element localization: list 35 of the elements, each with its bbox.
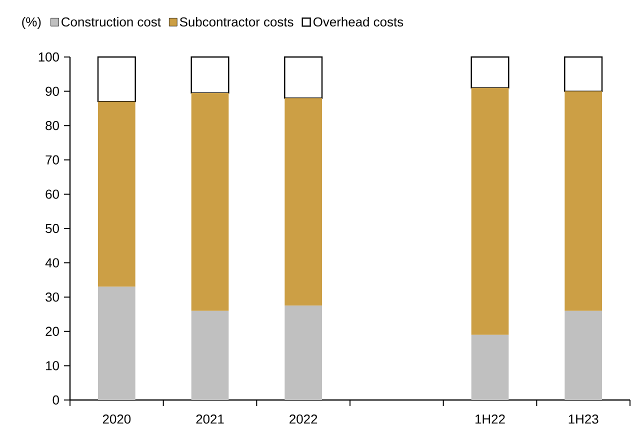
- x-tick-label: 2021: [196, 414, 224, 424]
- bar: [471, 334, 509, 400]
- bar: [284, 306, 322, 400]
- bar: [191, 310, 229, 400]
- y-tick-label: 10: [46, 361, 59, 370]
- y-tick-label: 50: [46, 224, 59, 234]
- x-tick-label: 1H22: [476, 414, 505, 424]
- y-tick-label: 40: [45, 258, 59, 268]
- y-tick-label: 20: [46, 326, 59, 336]
- bar: [284, 56, 323, 99]
- bar: [564, 56, 603, 92]
- bar: [470, 56, 510, 88]
- bar: [98, 102, 136, 287]
- y-tick-label: 0: [52, 395, 59, 405]
- bar: [191, 93, 229, 311]
- bar: [564, 310, 602, 400]
- bar: [97, 56, 136, 102]
- y-tick-label: 30: [46, 292, 59, 302]
- x-tick-label: 2022: [290, 414, 318, 424]
- bar: [284, 98, 322, 306]
- bar: [471, 88, 509, 335]
- y-axis-title: (%): [22, 16, 41, 30]
- bar: [98, 286, 136, 400]
- bar: [564, 91, 602, 311]
- y-tick-label: 100: [38, 52, 59, 62]
- x-tick-label: 2020: [102, 414, 131, 424]
- y-tick-label: 60: [46, 190, 59, 199]
- y-tick-label: 90: [46, 86, 59, 96]
- legend-label: Subcontractor costs: [180, 17, 294, 27]
- y-tick-label: 70: [46, 155, 59, 164]
- bar: [190, 56, 230, 94]
- legend-label: Overhead costs: [313, 17, 404, 27]
- x-tick-label: 1H23: [568, 414, 598, 424]
- legend-label: Construction cost: [62, 17, 161, 27]
- y-tick-label: 80: [46, 121, 59, 130]
